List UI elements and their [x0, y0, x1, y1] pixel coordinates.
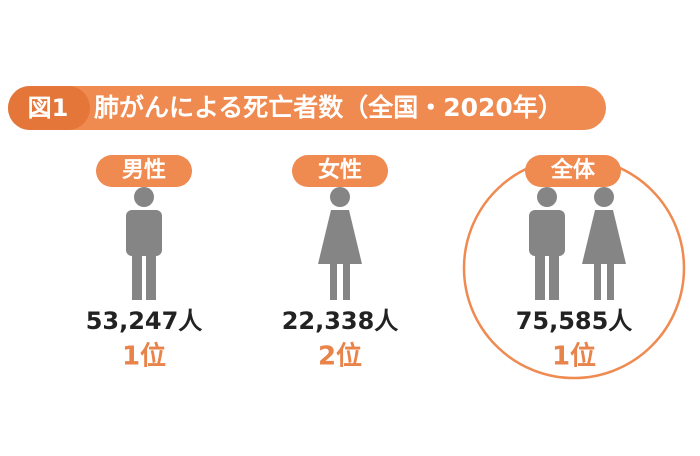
death-count: 75,585人	[516, 307, 633, 335]
group-label: 女性	[318, 157, 362, 183]
death-count: 22,338人	[282, 307, 399, 335]
rank: 2位	[318, 341, 362, 372]
label-pill	[96, 155, 192, 187]
woman-icon	[318, 187, 362, 300]
group-label: 全体	[550, 157, 596, 183]
man-icon	[529, 187, 565, 300]
man-icon	[126, 187, 162, 300]
label-pill	[525, 155, 621, 187]
group-label: 男性	[122, 158, 166, 183]
figure-title: 肺がんによる死亡者数（全国・2020年）	[94, 93, 563, 122]
woman-icon	[582, 187, 626, 300]
figure-label: 図1	[28, 94, 69, 122]
rank: 1位	[122, 341, 166, 372]
rank: 1位	[552, 341, 596, 372]
label-pill	[292, 155, 388, 187]
title-banner	[8, 86, 606, 130]
death-count: 53,247人	[86, 307, 203, 335]
label-badge	[8, 86, 90, 130]
